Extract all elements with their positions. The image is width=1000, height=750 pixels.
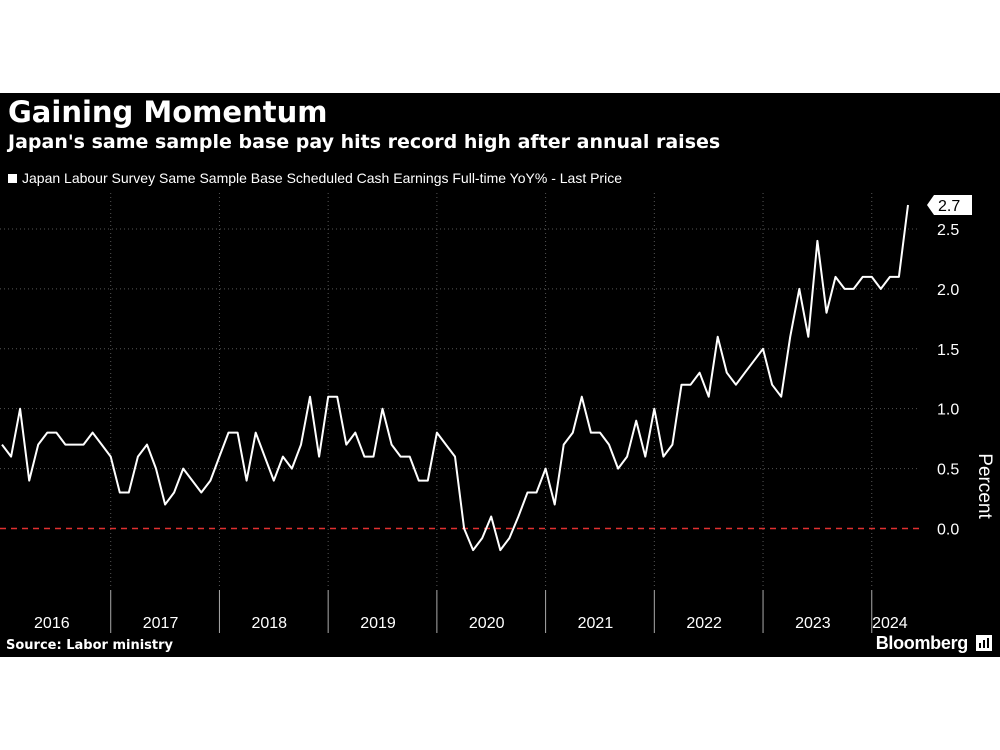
chart-panel: Gaining Momentum Japan's same sample bas… <box>0 93 1000 657</box>
y-tick-label: 1.0 <box>937 402 959 419</box>
last-value-box <box>927 194 972 215</box>
x-tick-label: 2017 <box>143 615 179 632</box>
x-tick-label: 2020 <box>469 615 505 632</box>
chart-subtitle: Japan's same sample base pay hits record… <box>8 131 721 153</box>
brand-logo: Bloomberg <box>875 633 969 653</box>
last-value-label: 2.7 <box>938 198 960 215</box>
last-value-callout: 2.7 <box>927 194 972 215</box>
x-tick-label: 2022 <box>686 615 722 632</box>
x-tick-layer: 2016 2017 2018 2019 2020 2021 2022 2023 2024 <box>34 590 908 633</box>
line-chart: 0.00.51.01.52.02.52.7 2016 2017 2018 2019 20… <box>0 193 995 633</box>
x-tick-label: 2021 <box>578 615 614 632</box>
x-tick-label: 2016 <box>34 615 70 632</box>
chart-title: Gaining Momentum <box>8 95 328 129</box>
y-tick-label: 0.5 <box>937 462 959 479</box>
x-tick-label: 2019 <box>360 615 396 632</box>
x-tick-label: 2024 <box>872 615 908 632</box>
grid-layer <box>0 193 920 586</box>
y-tick-layer: 0.0 0.5 1.0 1.5 2.0 2.5 2.7 <box>927 194 972 538</box>
y-tick-label: 2.0 <box>937 282 959 299</box>
y-tick-label: 2.5 <box>937 222 959 239</box>
series-layer <box>1 204 909 552</box>
legend-label: Japan Labour Survey Same Sample Base Sch… <box>22 170 622 186</box>
legend-swatch <box>8 173 17 183</box>
y-tick-label: 1.5 <box>937 342 959 359</box>
x-tick-label: 2018 <box>251 615 287 632</box>
y-tick-label: 0.0 <box>937 521 959 538</box>
x-tick-label: 2023 <box>795 615 831 632</box>
bloomberg-chart-icon <box>976 635 992 651</box>
y-axis-label: Percent <box>974 453 995 519</box>
series-line <box>1 204 909 552</box>
legend: Japan Labour Survey Same Sample Base Sch… <box>8 170 622 186</box>
source-note: Source: Labor ministry <box>6 638 173 653</box>
